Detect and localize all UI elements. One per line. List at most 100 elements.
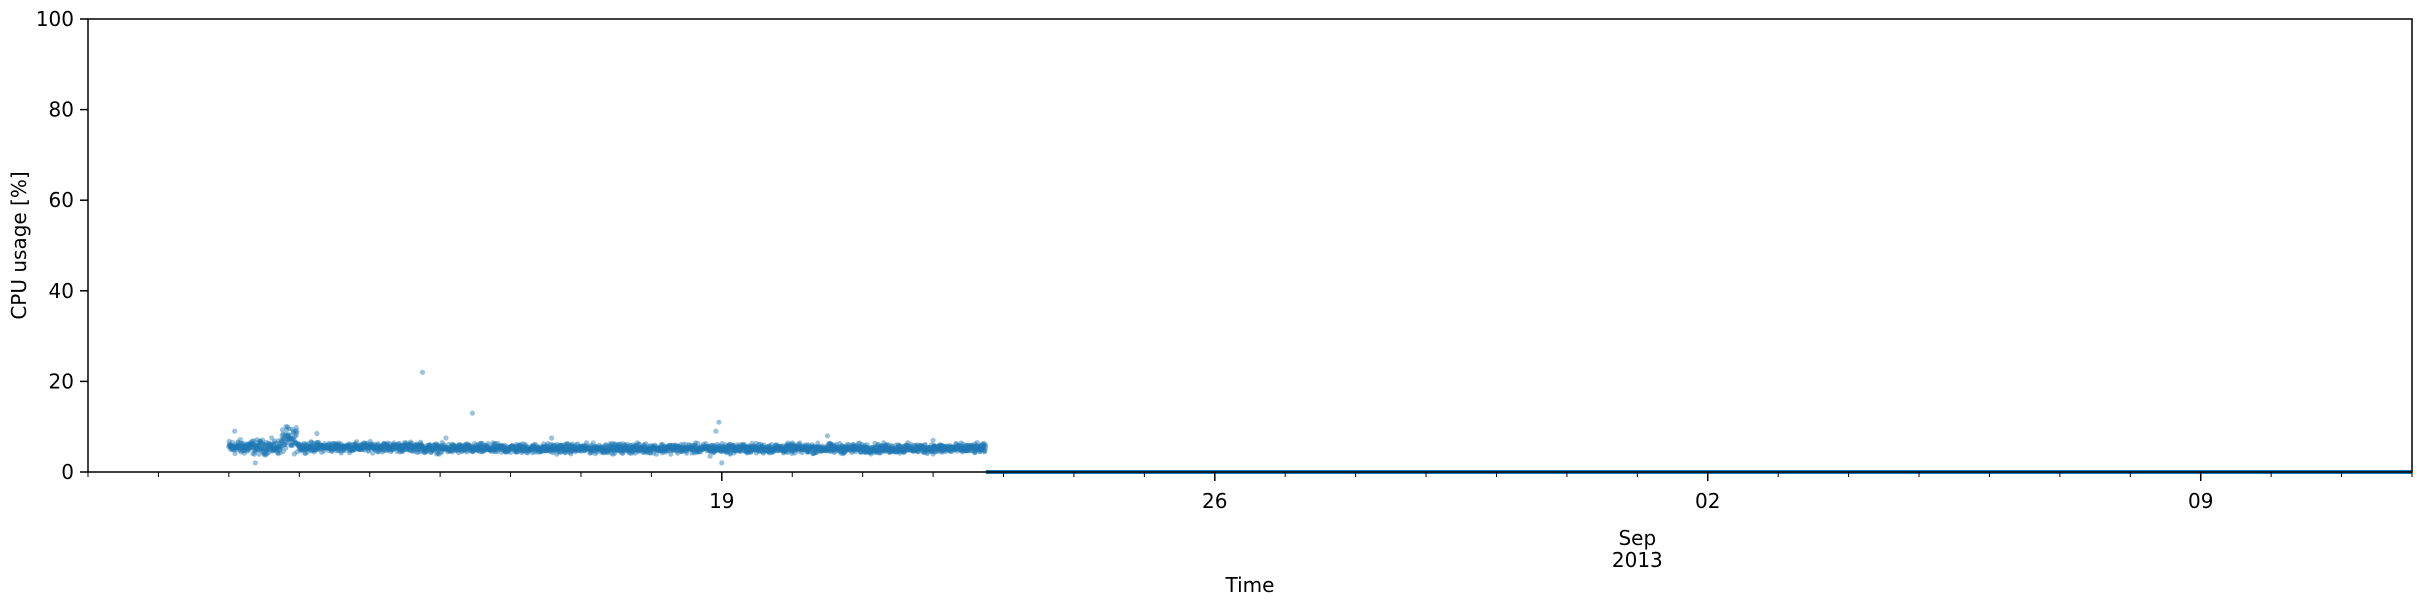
data-point <box>739 441 746 447</box>
data-point <box>956 444 962 450</box>
data-point <box>325 445 331 451</box>
data-point <box>437 446 443 452</box>
data-point <box>312 444 318 450</box>
data-point <box>392 443 399 449</box>
x-year-label: 2013 <box>1612 548 1663 572</box>
data-point <box>711 443 717 449</box>
data-point <box>694 447 700 453</box>
data-point <box>287 436 293 442</box>
data-point <box>968 444 974 450</box>
data-point <box>304 443 311 449</box>
data-point <box>871 447 877 453</box>
data-point <box>973 443 979 449</box>
data-point <box>897 444 904 450</box>
data-point <box>726 442 733 448</box>
data-point <box>554 444 560 450</box>
data-point <box>479 440 485 446</box>
data-point <box>765 447 771 454</box>
data-point <box>413 444 419 450</box>
data-point <box>492 447 498 453</box>
data-point <box>544 448 550 454</box>
data-point <box>735 444 742 450</box>
data-point <box>324 444 330 450</box>
data-point <box>970 445 976 451</box>
data-point <box>593 444 599 450</box>
data-point <box>551 442 557 448</box>
data-point <box>701 445 707 451</box>
data-point <box>597 444 603 450</box>
data-point <box>228 442 234 448</box>
data-point <box>789 440 796 446</box>
data-point <box>977 449 983 455</box>
data-point <box>451 443 457 449</box>
data-point <box>709 446 715 452</box>
data-point <box>959 447 965 453</box>
data-point <box>537 448 544 455</box>
data-point <box>466 443 472 449</box>
data-point <box>932 449 938 455</box>
data-point <box>358 444 365 450</box>
data-point <box>635 448 641 455</box>
data-point <box>844 444 851 450</box>
data-point <box>636 441 642 447</box>
data-point <box>554 451 560 457</box>
data-point <box>803 446 809 452</box>
data-point <box>870 447 877 453</box>
data-point <box>634 443 640 449</box>
data-point <box>636 441 642 447</box>
data-point <box>569 448 575 454</box>
data-point <box>312 447 318 453</box>
data-point <box>286 426 292 432</box>
data-point <box>340 444 346 450</box>
data-point <box>642 444 648 450</box>
data-point <box>668 451 674 457</box>
data-point <box>905 440 911 446</box>
data-point <box>483 443 490 450</box>
data-point <box>739 446 745 452</box>
data-point <box>729 444 735 450</box>
data-point <box>610 446 617 452</box>
data-point <box>427 444 433 451</box>
data-point <box>326 445 332 451</box>
data-point <box>422 447 428 453</box>
data-point <box>837 448 843 455</box>
data-point <box>936 446 942 452</box>
data-point <box>655 447 661 453</box>
data-point <box>742 444 748 450</box>
data-point <box>730 443 736 449</box>
data-point <box>624 441 630 447</box>
data-point <box>813 449 819 455</box>
data-point <box>698 443 704 449</box>
data-point <box>856 446 862 452</box>
data-point <box>556 448 562 454</box>
data-point <box>257 439 264 445</box>
data-point <box>309 444 316 451</box>
data-point <box>567 444 573 450</box>
data-point <box>257 438 263 444</box>
data-point <box>549 445 556 451</box>
data-point <box>881 448 888 454</box>
data-point <box>344 443 350 449</box>
data-point <box>891 446 898 452</box>
data-point <box>917 442 923 448</box>
data-point <box>836 447 842 453</box>
data-point <box>383 442 389 448</box>
data-point <box>685 445 691 452</box>
data-point <box>378 445 384 451</box>
data-point <box>944 443 950 449</box>
data-point <box>382 444 389 450</box>
data-point <box>279 433 285 439</box>
data-point <box>382 444 388 450</box>
data-point <box>841 449 848 456</box>
data-point <box>521 444 527 450</box>
data-point <box>441 446 447 452</box>
data-point <box>244 443 250 449</box>
data-point <box>742 444 748 450</box>
data-point <box>261 451 267 457</box>
data-point <box>642 449 648 455</box>
data-point <box>341 447 347 453</box>
data-point <box>423 446 429 452</box>
data-point <box>419 442 425 448</box>
data-point <box>666 448 672 454</box>
data-point <box>977 443 983 449</box>
